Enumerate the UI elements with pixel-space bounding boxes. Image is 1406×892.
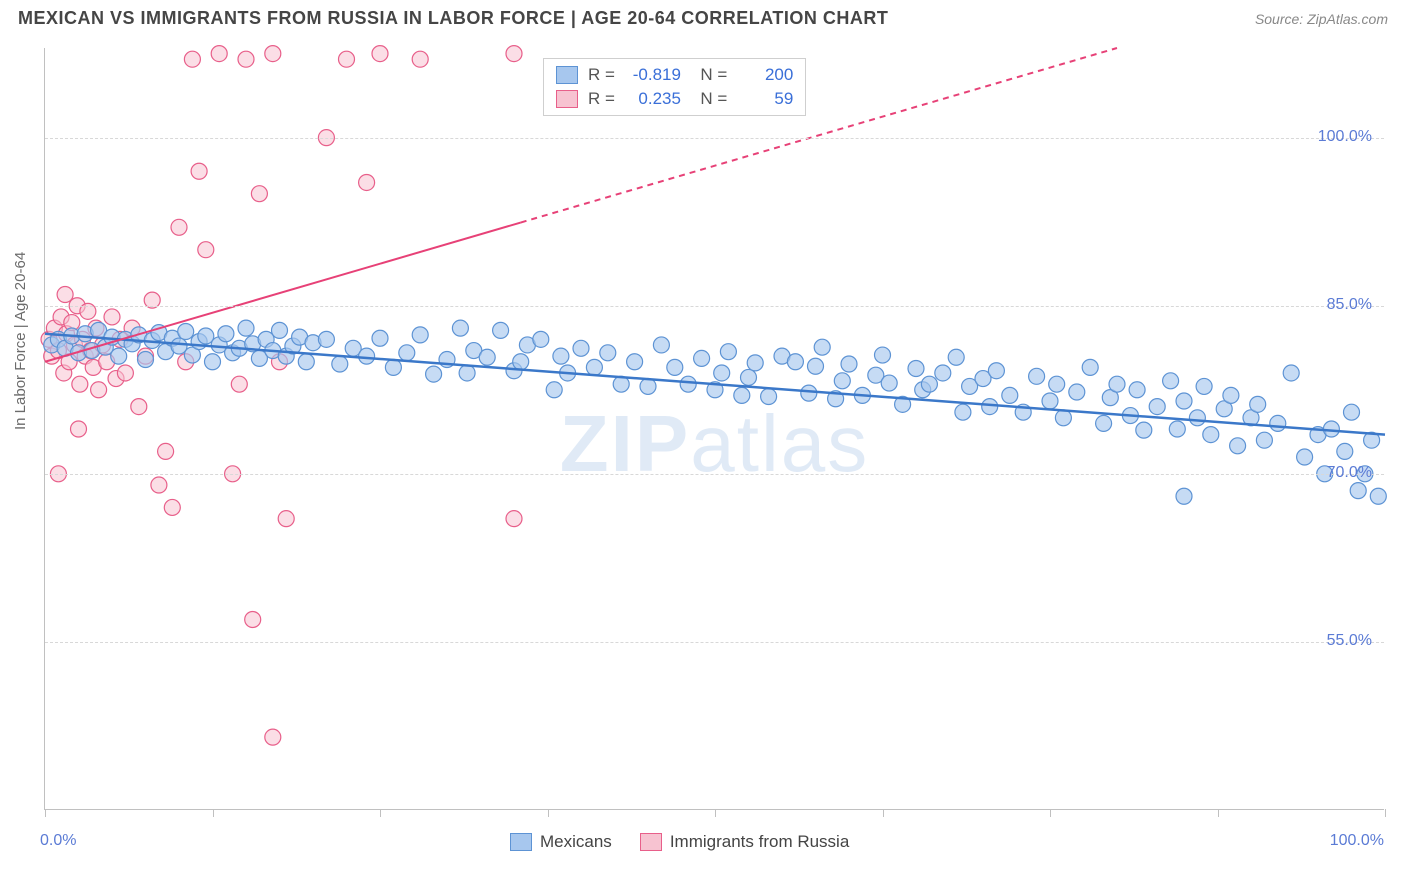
- y-axis-label: In Labor Force | Age 20-64: [12, 252, 29, 430]
- stat-n-label: N =: [691, 89, 727, 109]
- legend-item-pink: Immigrants from Russia: [640, 832, 849, 852]
- stats-row-pink: R = 0.235 N = 59: [544, 87, 805, 111]
- swatch-pink: [556, 90, 578, 108]
- x-tick-0: 0.0%: [40, 832, 76, 850]
- swatch-blue: [556, 66, 578, 84]
- stat-n-blue: 200: [737, 65, 793, 85]
- x-tick-100: 100.0%: [1330, 832, 1384, 850]
- y-tick-label: 55.0%: [1302, 632, 1372, 650]
- source-label: Source: ZipAtlas.com: [1255, 11, 1388, 27]
- stats-row-blue: R = -0.819 N = 200: [544, 63, 805, 87]
- swatch-pink: [640, 833, 662, 851]
- stat-r-blue: -0.819: [625, 65, 681, 85]
- chart-plot-area: ZIPatlas R = -0.819 N = 200 R = 0.235 N …: [44, 48, 1384, 810]
- stat-r-pink: 0.235: [625, 89, 681, 109]
- legend-label-pink: Immigrants from Russia: [670, 832, 849, 852]
- stat-r-label: R =: [588, 65, 615, 85]
- legend-label-blue: Mexicans: [540, 832, 612, 852]
- page-title: MEXICAN VS IMMIGRANTS FROM RUSSIA IN LAB…: [18, 8, 888, 29]
- stat-n-label: N =: [691, 65, 727, 85]
- y-tick-label: 100.0%: [1302, 128, 1372, 146]
- scatter-chart: [45, 48, 1384, 809]
- legend-item-blue: Mexicans: [510, 832, 612, 852]
- y-tick-label: 85.0%: [1302, 296, 1372, 314]
- correlation-stats-box: R = -0.819 N = 200 R = 0.235 N = 59: [543, 58, 806, 116]
- swatch-blue: [510, 833, 532, 851]
- legend: Mexicans Immigrants from Russia: [510, 832, 849, 852]
- y-tick-label: 70.0%: [1302, 464, 1372, 482]
- stat-r-label: R =: [588, 89, 615, 109]
- stat-n-pink: 59: [737, 89, 793, 109]
